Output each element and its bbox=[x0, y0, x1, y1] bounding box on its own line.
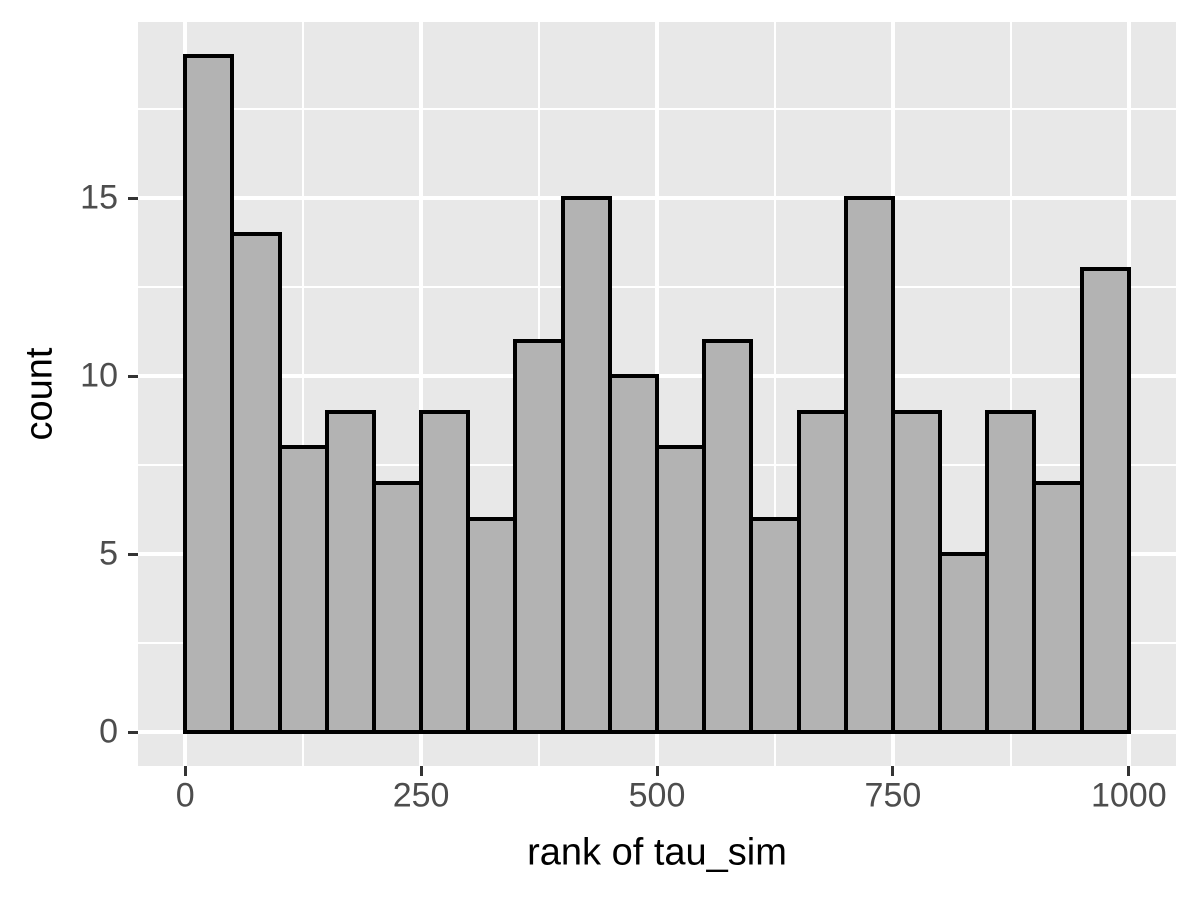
x-tick-label: 750 bbox=[864, 776, 922, 815]
x-tick-mark bbox=[655, 766, 659, 776]
histogram-bar bbox=[1079, 267, 1131, 735]
x-tick-label: 0 bbox=[175, 776, 195, 815]
x-grid-minor bbox=[1009, 22, 1012, 766]
x-axis-title: rank of tau_sim bbox=[527, 831, 787, 874]
x-tick-mark bbox=[183, 766, 187, 776]
y-tick-label: 0 bbox=[99, 712, 118, 751]
x-tick-label: 500 bbox=[628, 776, 686, 815]
y-tick-mark bbox=[128, 730, 138, 734]
histogram-bar bbox=[513, 338, 565, 735]
y-tick-label: 5 bbox=[99, 534, 118, 573]
histogram-bar bbox=[985, 409, 1037, 735]
y-tick-mark bbox=[128, 374, 138, 378]
y-tick-mark bbox=[128, 552, 138, 556]
y-tick-label: 15 bbox=[80, 178, 118, 217]
x-tick-mark bbox=[891, 766, 895, 776]
x-grid-minor bbox=[773, 22, 776, 766]
histogram-bar bbox=[938, 552, 990, 735]
y-tick-mark bbox=[128, 196, 138, 200]
x-tick-mark bbox=[419, 766, 423, 776]
x-tick-mark bbox=[1127, 766, 1131, 776]
histogram-bar bbox=[419, 409, 471, 735]
x-tick-label: 1000 bbox=[1090, 776, 1167, 815]
x-grid-minor bbox=[302, 22, 305, 766]
y-axis-title: count bbox=[18, 347, 61, 441]
x-tick-label: 250 bbox=[392, 776, 450, 815]
y-grid-major bbox=[138, 196, 1176, 201]
x-grid-major bbox=[419, 22, 424, 766]
y-tick-label: 10 bbox=[80, 356, 118, 395]
